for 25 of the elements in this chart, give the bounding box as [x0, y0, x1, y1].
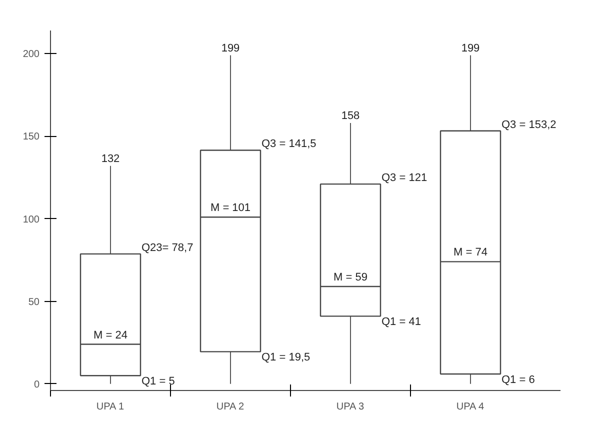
y-tick-label: 200: [22, 49, 40, 60]
annotation: 199: [221, 42, 240, 54]
annotation: Q1 = 19,5: [262, 352, 310, 364]
y-tick-label: 100: [22, 214, 40, 226]
y-tick-label: 50: [28, 296, 40, 308]
annotation: Q1 = 5: [142, 376, 175, 388]
annotation: Q1 = 6: [502, 374, 535, 386]
y-tick-label: 150: [22, 132, 40, 143]
annotation: M = 101: [210, 202, 251, 214]
annotation: 132: [101, 152, 120, 165]
x-tick-label: UPA 1: [96, 402, 124, 412]
x-tick-label: UPA 2: [216, 402, 244, 412]
annotation: Q23= 78,7: [142, 242, 194, 254]
annotation: M = 59: [334, 271, 368, 284]
x-tick-label: UPA 4: [456, 402, 484, 412]
annotation: Q1 = 41: [382, 316, 421, 328]
annotation: M = 74: [454, 246, 488, 259]
annotation: 199: [461, 42, 480, 54]
annotation: M = 24: [94, 329, 128, 342]
x-tick-label: UPA 3: [336, 402, 364, 412]
annotation: Q3 = 141,5: [262, 138, 316, 150]
annotation: 158: [341, 110, 360, 122]
annotation: Q3 = 121: [382, 172, 428, 184]
annotation: Q3 = 153,2: [502, 118, 556, 131]
y-tick-label: 0: [34, 379, 40, 390]
